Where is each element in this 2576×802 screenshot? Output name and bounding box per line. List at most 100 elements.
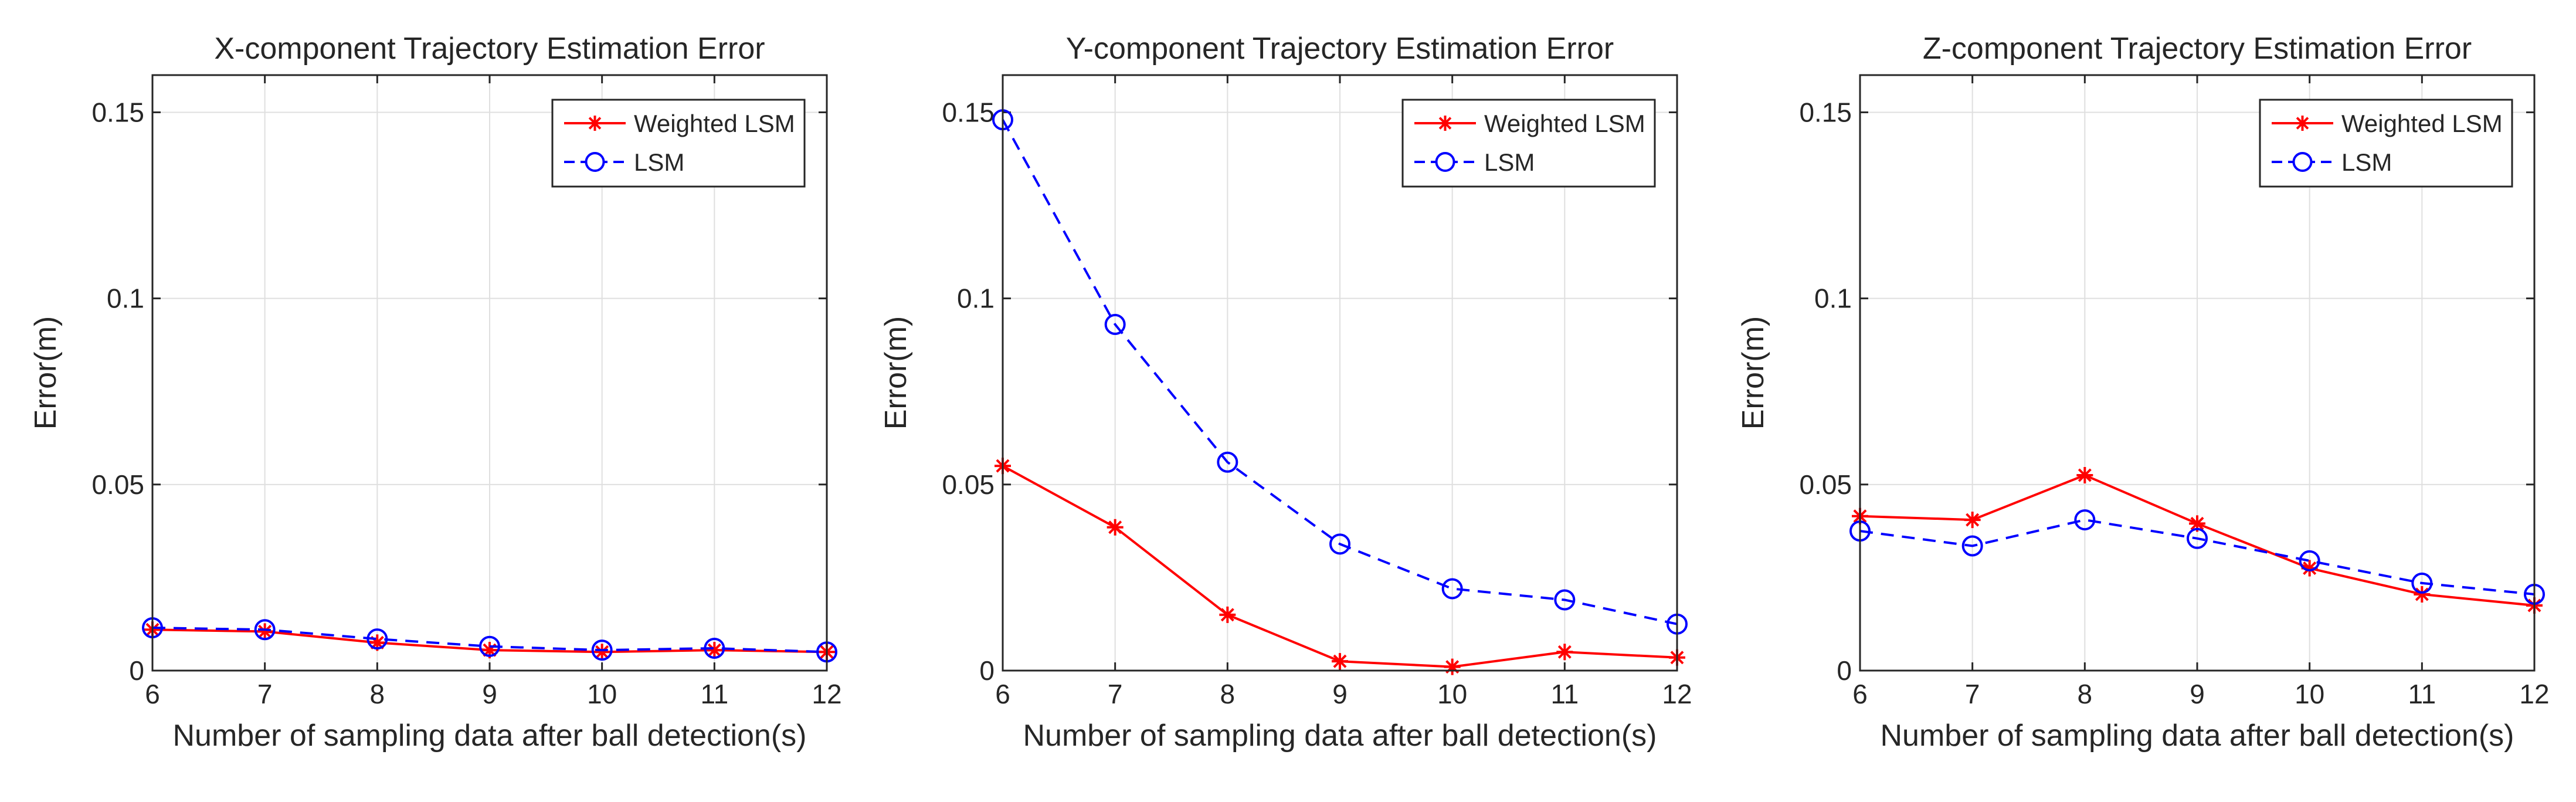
y-axis-label: Error(m) — [1736, 316, 1770, 430]
legend: Weighted LSM LSM — [2259, 99, 2513, 188]
y-tick-label: 0.15 — [91, 97, 144, 127]
data-point — [593, 644, 610, 661]
axes-frame — [1002, 74, 1678, 672]
x-tick-label: 11 — [2408, 679, 2436, 709]
data-point — [2076, 466, 2093, 483]
x-tick-label: 10 — [1437, 679, 1467, 709]
data-point — [2299, 550, 2320, 571]
y-tick-label: 0.05 — [1799, 469, 1852, 500]
legend-box — [1401, 99, 1656, 188]
x-tick-label: 7 — [257, 679, 273, 709]
y-axis-label: Error(m) — [879, 316, 913, 430]
data-point — [1554, 589, 1576, 611]
x-tick-label: 11 — [700, 679, 728, 709]
data-point — [256, 623, 273, 640]
x-axis-label: Number of sampling data after ball detec… — [173, 719, 807, 753]
data-point — [2411, 572, 2433, 594]
x-tick-label: 9 — [1332, 679, 1348, 709]
data-point — [1107, 519, 1124, 536]
legend-label: LSM — [1484, 148, 1535, 176]
x-tick-label: 12 — [2519, 679, 2549, 709]
x-tick-label: 6 — [995, 679, 1010, 709]
data-point — [366, 628, 388, 650]
y-tick-label: 0 — [979, 655, 995, 686]
y-tick-label: 0 — [129, 655, 144, 686]
series-line — [1859, 519, 2535, 595]
legend-label: Weighted LSM — [1484, 110, 1645, 137]
legend-label: LSM — [634, 148, 684, 176]
legend-box — [2259, 99, 2513, 188]
legend-label: Weighted LSM — [634, 110, 795, 137]
data-point — [1964, 512, 1981, 529]
legend-marker — [1437, 116, 1453, 131]
data-point — [2074, 509, 2096, 531]
data-point — [1104, 314, 1126, 336]
chart-panel-2: 6 7 8 9 10 11 12 0 0.05 0.1 0.15 Y-component Trajec… — [879, 32, 1692, 753]
legend-marker — [1435, 152, 1455, 172]
data-point — [479, 635, 500, 657]
axes-frame — [151, 74, 828, 672]
x-tick-label: 10 — [2295, 679, 2324, 709]
x-tick-label: 12 — [1662, 679, 1692, 709]
legend-marker — [2292, 152, 2313, 172]
x-axis-label: Number of sampling data after ball detec… — [1023, 719, 1657, 753]
data-point — [704, 637, 725, 659]
legend: Weighted LSM LSM — [1401, 99, 1656, 188]
x-tick-label: 12 — [812, 679, 841, 709]
y-tick-label: 0.05 — [942, 469, 995, 500]
data-point — [1556, 644, 1573, 661]
data-point — [1332, 653, 1348, 670]
data-point — [1961, 535, 1983, 557]
legend-marker — [587, 116, 603, 131]
y-axis-label: Error(m) — [29, 316, 63, 430]
x-tick-label: 8 — [370, 679, 385, 709]
legend-label: Weighted LSM — [2341, 110, 2503, 137]
x-tick-label: 9 — [482, 679, 497, 709]
chart-panel-3: 6 7 8 9 10 11 12 0 0.05 0.1 0.15 Z-component Trajec… — [1736, 32, 2550, 753]
data-point — [706, 642, 723, 659]
x-tick-label: 8 — [1220, 679, 1236, 709]
legend-marker — [2295, 116, 2310, 131]
x-tick-label: 6 — [1852, 679, 1868, 709]
chart-title: X-component Trajectory Estimation Error — [214, 32, 765, 66]
x-tick-label: 9 — [2190, 679, 2205, 709]
data-point — [1329, 533, 1350, 555]
data-point — [1217, 451, 1238, 473]
chart-title: Y-component Trajectory Estimation Error — [1066, 32, 1614, 66]
legend-marker — [585, 152, 605, 172]
data-point — [2187, 527, 2208, 549]
x-tick-label: 7 — [1108, 679, 1123, 709]
x-tick-label: 11 — [1550, 679, 1579, 709]
legend: Weighted LSM LSM — [551, 99, 806, 188]
data-point — [1444, 658, 1461, 675]
legend-label: LSM — [2341, 148, 2392, 176]
chart-title: Z-component Trajectory Estimation Error — [1923, 32, 2472, 66]
data-point — [369, 634, 386, 651]
data-point — [1219, 606, 1236, 623]
x-tick-label: 6 — [145, 679, 160, 709]
x-tick-label: 10 — [587, 679, 617, 709]
data-point — [591, 639, 613, 661]
y-tick-label: 0 — [1837, 655, 1852, 686]
series-line — [152, 627, 827, 654]
y-tick-label: 0.05 — [91, 469, 144, 500]
x-tick-label: 7 — [1965, 679, 1980, 709]
data-point — [2189, 515, 2205, 532]
data-point — [2414, 586, 2431, 603]
legend-box — [551, 99, 806, 188]
y-tick-label: 0.1 — [1814, 283, 1852, 314]
data-point — [481, 642, 498, 659]
series-line — [1002, 119, 1678, 625]
data-point — [2301, 560, 2318, 577]
data-point — [254, 619, 276, 641]
y-tick-label: 0.1 — [957, 283, 995, 314]
y-tick-label: 0.15 — [1799, 97, 1852, 127]
x-tick-label: 8 — [2078, 679, 2093, 709]
data-point — [1441, 578, 1463, 600]
chart-panel-1: 6 7 8 9 10 11 12 0 0.05 0.1 0.15 X-component Trajec… — [29, 32, 842, 753]
axes-frame — [1859, 74, 2536, 672]
x-axis-label: Number of sampling data after ball detec… — [1881, 719, 2514, 753]
y-tick-label: 0.1 — [107, 283, 144, 314]
y-tick-label: 0.15 — [942, 97, 995, 127]
